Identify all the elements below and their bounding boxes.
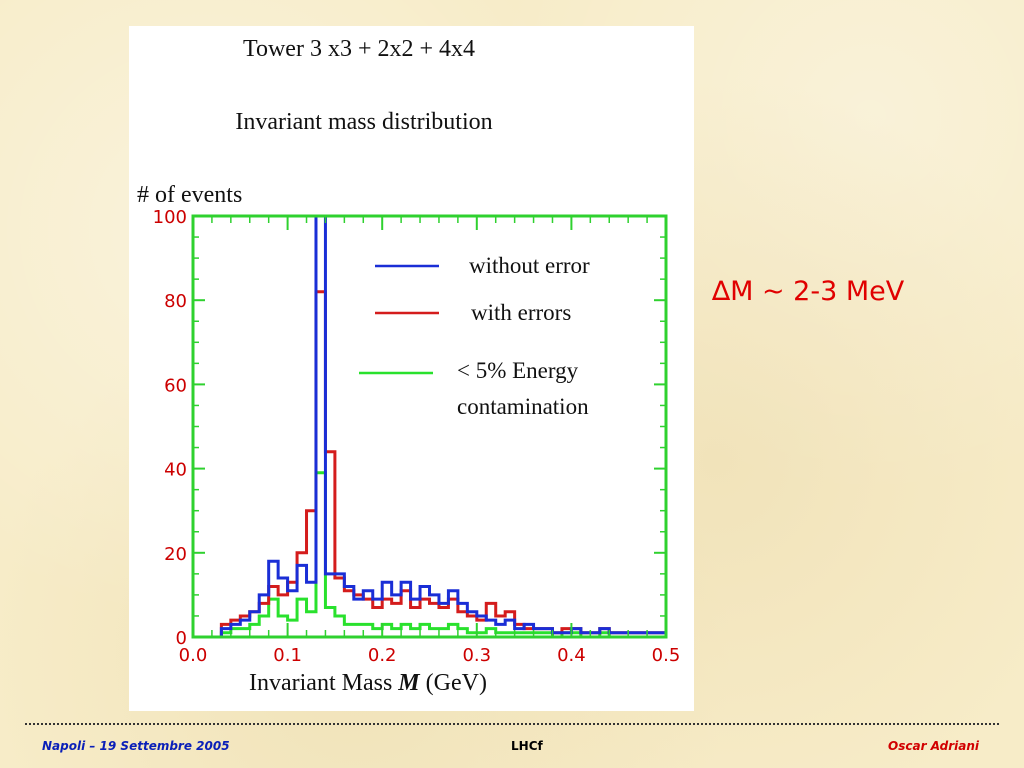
footer-author: Oscar Adriani — [888, 739, 979, 753]
chart-title: Tower 3 x3 + 2x2 + 4x4 — [243, 36, 475, 62]
delta-symbol: ∆ — [712, 276, 731, 307]
y-axis-label: # of events — [137, 182, 242, 208]
chart-subtitle: Invariant mass distribution — [235, 109, 492, 135]
x-tick-label: 0.0 — [179, 645, 208, 666]
histogram-series-without-error — [219, 214, 668, 637]
x-tick-label: 0.1 — [273, 645, 302, 666]
y-tick-label: 40 — [164, 460, 187, 481]
y-tick-label: 80 — [164, 291, 187, 312]
delta-m-annotation: ∆M ~ 2-3 MeV — [712, 276, 904, 307]
x-axis-label: Invariant Mass M (GeV) — [249, 670, 487, 696]
y-tick-label: 100 — [153, 207, 187, 228]
y-tick-label: 20 — [164, 544, 187, 565]
histogram-series-5-energy-contamination — [219, 471, 666, 639]
y-tick-label: 0 — [176, 628, 187, 649]
footer-divider — [25, 723, 999, 725]
legend-label-energy-line2: contamination — [457, 394, 589, 419]
y-tick-label: 60 — [164, 375, 187, 396]
delta-value: M ~ 2-3 MeV — [730, 276, 905, 307]
legend: without error with errors < 5% Energy co… — [359, 253, 590, 419]
plot-panel: Tower 3 x3 + 2x2 + 4x4 Invariant mass di… — [129, 26, 694, 711]
histogram-chart: Tower 3 x3 + 2x2 + 4x4 Invariant mass di… — [137, 36, 681, 696]
axis-ticks: 0 20 40 60 80 100 0.0 0.1 0.2 0.3 0.4 0.5 — [153, 207, 681, 666]
x-tick-label: 0.3 — [462, 645, 491, 666]
plot-frame — [191, 214, 668, 639]
histogram-series-layer — [219, 214, 668, 639]
legend-label-without-error: without error — [469, 253, 590, 278]
footer-project: LHCf — [511, 739, 543, 753]
legend-label-with-errors: with errors — [471, 300, 571, 325]
footer-venue-date: Napoli – 19 Settembre 2005 — [42, 739, 230, 753]
legend-label-energy-line1: < 5% Energy — [457, 358, 579, 383]
x-tick-label: 0.5 — [652, 645, 681, 666]
x-tick-label: 0.2 — [368, 645, 397, 666]
x-tick-label: 0.4 — [557, 645, 586, 666]
